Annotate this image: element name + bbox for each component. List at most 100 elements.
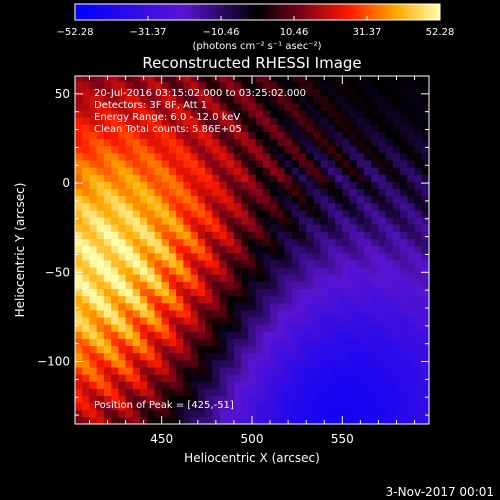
heatmap-cell <box>306 181 314 190</box>
heatmap-cell <box>414 117 423 125</box>
heatmap-cell <box>82 138 91 147</box>
heatmap-cell <box>197 124 206 132</box>
heatmap-cell <box>154 274 163 282</box>
heatmap-cell <box>306 388 314 397</box>
heatmap-cell <box>291 245 300 254</box>
heatmap-cell <box>277 95 286 104</box>
heatmap-cell <box>103 188 112 197</box>
heatmap-cell <box>183 138 192 147</box>
heatmap-cell <box>190 76 199 82</box>
heatmap-cell <box>75 238 83 247</box>
heatmap-cell <box>400 88 408 97</box>
heatmap-cell <box>219 224 228 232</box>
heatmap-cell <box>154 352 163 361</box>
heatmap-cell <box>89 109 98 118</box>
heatmap-cell <box>356 338 365 347</box>
heatmap-cell <box>320 359 329 368</box>
heatmap-cell <box>356 359 365 368</box>
heatmap-cell <box>118 231 127 239</box>
heatmap-cell <box>407 224 416 232</box>
heatmap-cell <box>248 288 257 297</box>
heatmap-cell <box>132 374 141 382</box>
heatmap-cell <box>392 81 401 90</box>
heatmap-cell <box>89 302 98 311</box>
heatmap-cell <box>378 188 387 197</box>
heatmap-cell <box>335 416 343 424</box>
heatmap-cell <box>233 288 242 297</box>
heatmap-cell <box>154 259 163 268</box>
heatmap-cell <box>168 174 177 182</box>
heatmap-cell <box>82 231 91 239</box>
heatmap-cell <box>241 159 249 168</box>
heatmap-cell <box>378 309 387 318</box>
heatmap-cell <box>421 238 429 247</box>
heatmap-cell <box>176 331 184 339</box>
heatmap-cell <box>291 95 300 104</box>
heatmap-cell <box>226 224 235 232</box>
heatmap-cell <box>385 331 394 339</box>
heatmap-cell <box>125 109 134 118</box>
heatmap-cell <box>349 374 358 382</box>
heatmap-cell <box>147 288 156 297</box>
heatmap-cell <box>190 366 199 375</box>
heatmap-cell <box>414 416 423 424</box>
heatmap-cell <box>277 324 286 332</box>
heatmap-cell <box>335 81 343 90</box>
heatmap-cell <box>197 109 206 118</box>
heatmap-cell <box>306 402 314 411</box>
heatmap-cell <box>255 416 264 424</box>
heatmap-cell <box>226 88 235 97</box>
heatmap-cell <box>212 95 221 104</box>
heatmap-cell <box>356 81 365 90</box>
heatmap-cell <box>378 209 387 218</box>
heatmap-cell <box>371 402 380 411</box>
heatmap-cell <box>313 209 322 218</box>
heatmap-cell <box>125 274 134 282</box>
heatmap-cell <box>400 188 408 197</box>
heatmap-cell <box>335 259 343 268</box>
heatmap-cell <box>111 88 119 97</box>
heatmap-cell <box>342 374 351 382</box>
heatmap-cell <box>154 138 163 147</box>
heatmap-cell <box>298 324 307 332</box>
heatmap-cell <box>241 281 249 289</box>
heatmap-cell <box>233 95 242 104</box>
heatmap-cell <box>176 152 184 161</box>
heatmap-cell <box>284 274 293 282</box>
heatmap-cell <box>313 117 322 125</box>
heatmap-cell <box>176 288 184 297</box>
heatmap-cell <box>371 95 380 104</box>
heatmap-cell <box>147 381 156 389</box>
heatmap-cell <box>421 117 429 125</box>
heatmap-cell <box>190 281 199 289</box>
heatmap-cell <box>168 245 177 254</box>
heatmap-cell <box>168 238 177 247</box>
heatmap-cell <box>190 402 199 411</box>
heatmap-cell <box>335 138 343 147</box>
heatmap-cell <box>284 188 293 197</box>
heatmap-cell <box>89 345 98 354</box>
heatmap-cell <box>349 138 358 147</box>
heatmap-cell <box>327 331 336 339</box>
heatmap-cell <box>400 202 408 211</box>
heatmap-cell <box>363 395 372 404</box>
heatmap-cell <box>255 324 264 332</box>
heatmap-cell <box>190 231 199 239</box>
heatmap-cell <box>291 109 300 118</box>
heatmap-cell <box>197 316 206 325</box>
heatmap-cell <box>161 331 170 339</box>
heatmap-cell <box>284 281 293 289</box>
heatmap-cell <box>400 359 408 368</box>
heatmap-cell <box>183 109 192 118</box>
heatmap-cell <box>190 195 199 204</box>
heatmap-cell <box>356 167 365 175</box>
heatmap-cell <box>349 195 358 204</box>
heatmap-cell <box>248 266 257 275</box>
heatmap-cell <box>298 266 307 275</box>
heatmap-cell <box>270 331 278 339</box>
heatmap-cell <box>248 209 257 218</box>
heatmap-cell <box>407 266 416 275</box>
heatmap-cell <box>306 338 314 347</box>
heatmap-cell <box>400 345 408 354</box>
colorbar-unit-label: (photons cm⁻² s⁻¹ asec⁻²) <box>192 41 321 52</box>
